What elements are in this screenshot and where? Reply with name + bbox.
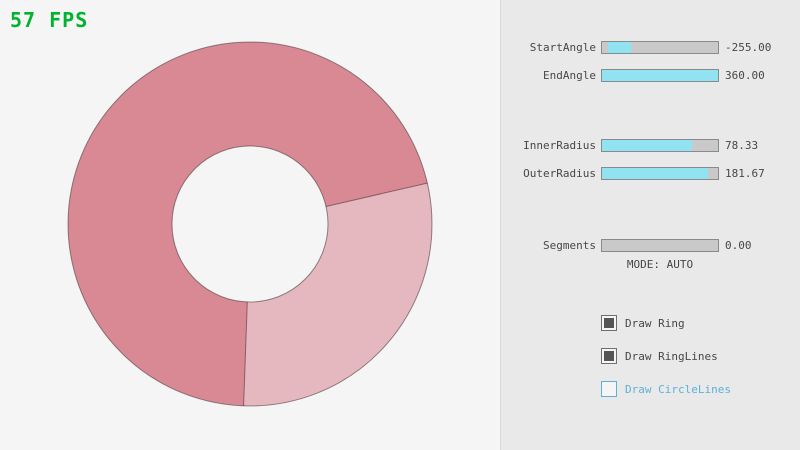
ring-light-segment — [243, 183, 432, 407]
checkbox-row-draw-ringlines: Draw RingLines — [601, 348, 718, 364]
outerradius-slider[interactable] — [601, 166, 719, 180]
endangle-value: 360.00 — [725, 68, 765, 82]
ring-end-line — [243, 301, 248, 406]
outerradius-value: 181.67 — [725, 166, 765, 180]
draw-ring-label: Draw Ring — [625, 316, 685, 330]
ring-outer-outline — [67, 41, 433, 407]
ring-start-line — [325, 182, 428, 207]
startangle-label: StartAngle — [529, 40, 596, 54]
draw-ringlines-checkbox[interactable] — [601, 348, 617, 364]
outerradius-label: OuterRadius — [523, 166, 596, 180]
draw-circlelines-checkbox[interactable] — [601, 381, 617, 397]
endangle-slider-fill[interactable] — [602, 69, 718, 81]
control-panel: StartAngle -255.00 EndAngle 360.00 Inner… — [500, 0, 800, 450]
segments-slider[interactable] — [601, 238, 719, 252]
innerradius-slider-fill[interactable] — [602, 139, 693, 151]
innerradius-value: 78.33 — [725, 138, 759, 152]
slider-row-endangle: EndAngle 360.00 — [501, 67, 800, 83]
innerradius-slider[interactable] — [601, 138, 719, 152]
slider-row-startangle: StartAngle -255.00 — [501, 39, 800, 55]
endangle-label: EndAngle — [543, 68, 596, 82]
ring-chart — [67, 41, 433, 407]
checkbox-row-draw-ring: Draw Ring — [601, 315, 685, 331]
startangle-slider-fill[interactable] — [607, 41, 631, 53]
ring-inner-outline — [171, 145, 329, 303]
draw-stage — [67, 41, 433, 407]
slider-row-outerradius: OuterRadius 181.67 — [501, 165, 800, 181]
draw-ring-checkbox[interactable] — [601, 315, 617, 331]
startangle-value: -255.00 — [725, 40, 772, 54]
segments-label: Segments — [543, 238, 596, 252]
slider-row-segments: Segments 0.00 — [501, 237, 800, 253]
segments-mode-label: MODE: AUTO — [626, 258, 694, 271]
draw-circlelines-label: Draw CircleLines — [625, 382, 731, 396]
checkbox-row-draw-circlelines: Draw CircleLines — [601, 381, 731, 397]
slider-row-innerradius: InnerRadius 78.33 — [501, 137, 800, 153]
startangle-slider[interactable] — [601, 40, 719, 54]
segments-value: 0.00 — [725, 238, 752, 252]
outerradius-slider-fill[interactable] — [602, 167, 708, 179]
endangle-slider[interactable] — [601, 68, 719, 82]
draw-ringlines-label: Draw RingLines — [625, 349, 718, 363]
fps-counter: 57 FPS — [10, 8, 89, 32]
innerradius-label: InnerRadius — [523, 138, 596, 152]
